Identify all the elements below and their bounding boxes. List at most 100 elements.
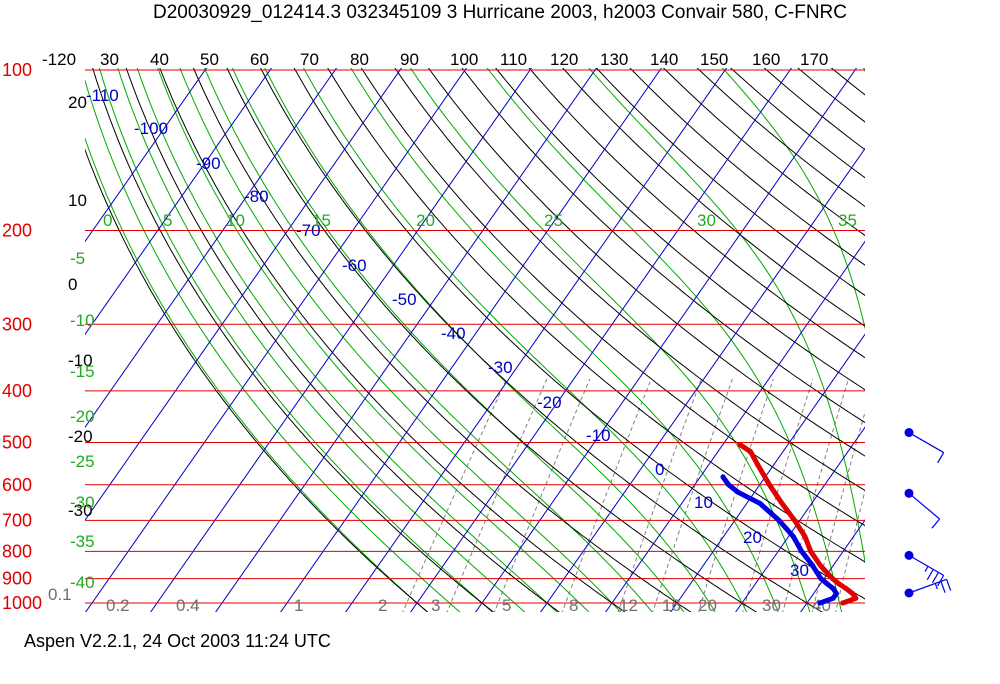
mixing-ratio-label: 5 xyxy=(502,596,511,615)
temperature-point xyxy=(850,591,856,597)
dry-adiabat-line xyxy=(797,68,865,123)
dry-adiabat-line xyxy=(125,68,560,612)
moist-adiabat-line xyxy=(264,68,716,612)
mixing-ratio-label: 0.1 xyxy=(48,585,72,604)
isotherm-line xyxy=(800,519,865,612)
dewpoint-point xyxy=(776,517,782,523)
dewpoint-point xyxy=(810,562,816,568)
temperature-point xyxy=(755,462,761,468)
temperature-label: -10 xyxy=(68,351,93,370)
isotherm-label: -60 xyxy=(342,256,367,275)
dry-adiabat-line xyxy=(595,68,865,297)
wind-barb-half-flag xyxy=(924,566,929,572)
dewpoint-point xyxy=(830,595,836,601)
dry-adiabat-line xyxy=(528,68,865,359)
moist-adiabat-line xyxy=(588,68,865,565)
dry-adiabat-line xyxy=(360,68,865,527)
isotherm-label: -50 xyxy=(392,290,417,309)
theta-label: 150 xyxy=(700,50,728,69)
isotherm-line xyxy=(410,68,793,612)
pressure-label: 400 xyxy=(2,381,32,401)
dewpoint-point xyxy=(735,489,741,495)
isotherm-line xyxy=(540,147,865,612)
isotherm-line xyxy=(85,68,208,243)
isotherm-label: 10 xyxy=(694,493,713,512)
moist-adiabat-line xyxy=(85,137,428,612)
theta-label: 40 xyxy=(150,50,169,69)
dewpoint-point xyxy=(726,482,732,488)
dry-adiabat-line xyxy=(159,68,626,612)
mixing-ratio-label: 1 xyxy=(294,596,303,615)
dry-adiabat-line xyxy=(427,68,865,457)
wind-barb-flag xyxy=(946,579,952,591)
theta-label: 50 xyxy=(200,50,219,69)
isotherm-line xyxy=(280,68,663,612)
pressure-label: 1000 xyxy=(2,593,42,613)
moist-adiabat-top-label: 15 xyxy=(312,211,331,230)
temperature-point xyxy=(830,576,836,582)
temperature-label: -20 xyxy=(68,427,93,446)
moist-adiabat-line xyxy=(117,68,526,612)
mixing-ratio-label: 0.2 xyxy=(106,596,130,615)
temperature-label: -30 xyxy=(68,501,93,520)
isotherm-line xyxy=(85,68,273,336)
dry-adiabat-line xyxy=(92,68,495,612)
moist-adiabat-left-label: -40 xyxy=(70,573,95,592)
moist-adiabat-line xyxy=(179,68,622,612)
dry-adiabat-line xyxy=(226,68,758,612)
theta-label: 120 xyxy=(550,50,578,69)
dry-adiabat-line xyxy=(662,68,865,237)
isotherm-label: -30 xyxy=(488,358,513,377)
temperature-point xyxy=(808,548,814,554)
isotherm-label: -70 xyxy=(296,221,321,240)
mixing-ratio-line xyxy=(446,378,548,612)
wind-barb-flag xyxy=(931,518,941,529)
temperature-point xyxy=(792,517,798,523)
dry-adiabat-line xyxy=(830,68,865,96)
dry-adiabat-line xyxy=(293,68,865,600)
pressure-label: 600 xyxy=(2,475,32,495)
isotherm-line xyxy=(670,333,865,612)
isotherm-line xyxy=(85,68,403,522)
moist-adiabat-line xyxy=(350,68,779,612)
pressure-label: 100 xyxy=(2,60,32,80)
moist-adiabat-left-label: -10 xyxy=(70,311,95,330)
pressure-label: 200 xyxy=(2,220,32,240)
moist-adiabat-line xyxy=(409,68,811,612)
theta-label: 110 xyxy=(500,50,527,69)
moist-adiabat-line xyxy=(85,78,461,612)
moist-adiabat-line xyxy=(863,68,865,73)
isotherm-line xyxy=(475,68,858,612)
pressure-label: 800 xyxy=(2,541,32,561)
dry-adiabat-line xyxy=(394,68,865,492)
moist-adiabat-line xyxy=(157,68,590,612)
theta-label: 140 xyxy=(650,50,678,69)
temperature-point xyxy=(802,533,808,539)
pressure-label: 700 xyxy=(2,510,32,530)
moist-adiabat-left-label: -15 xyxy=(70,362,95,381)
moist-adiabat-top-label: 0 xyxy=(103,211,112,230)
isotherm-line xyxy=(864,58,1000,614)
dewpoint-point xyxy=(817,600,823,606)
theta-label: 80 xyxy=(350,50,369,69)
dewpoint-point xyxy=(824,581,830,587)
moist-adiabat-line xyxy=(136,68,558,612)
moist-adiabat-line xyxy=(98,68,494,612)
isotherm-line xyxy=(994,58,1000,614)
temperature-label: 0 xyxy=(68,275,77,294)
temperature-point xyxy=(853,595,859,601)
isotherm-label: 30 xyxy=(790,561,809,580)
dry-adiabat-line xyxy=(864,68,865,69)
isotherm-line xyxy=(345,68,728,612)
temperature-point xyxy=(840,600,846,606)
theta-label: 30 xyxy=(100,50,119,69)
dry-adiabat-line xyxy=(192,68,692,612)
theta-label: -120 xyxy=(42,50,76,69)
pressure-label: 300 xyxy=(2,314,32,334)
dewpoint-point xyxy=(833,591,839,597)
moist-adiabat-top-label: 20 xyxy=(416,211,435,230)
moist-adiabat-top-label: 25 xyxy=(544,211,563,230)
isotherm-line xyxy=(929,58,1000,614)
wind-barb-half-flag xyxy=(934,583,938,590)
